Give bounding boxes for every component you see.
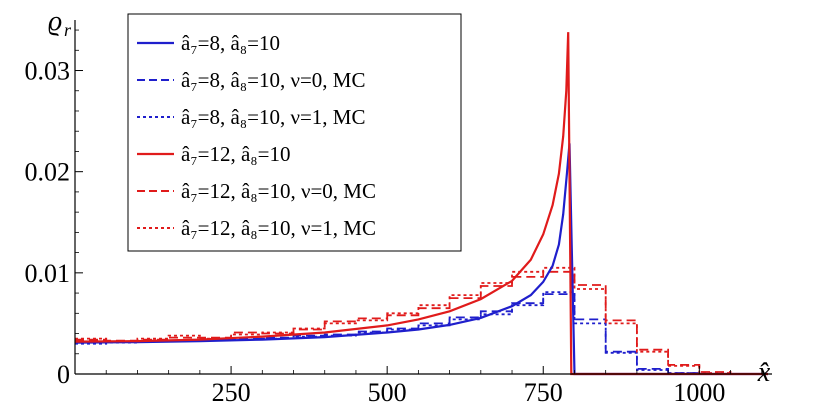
series-line-1	[74, 143, 768, 376]
y-tick-label: 0	[57, 360, 70, 389]
y-axis-label: ϱ	[48, 6, 62, 37]
legend-label-5: â₇=12, â₈=10, ν=0, MC	[181, 179, 376, 203]
x-tick-label: 500	[368, 378, 407, 407]
x-axis-label: x̂	[757, 357, 771, 388]
x-tick-label: 250	[212, 378, 251, 407]
legend: â₇=8, â₈=10 â₇=8, â₈=10, ν=0, MC â₇=8, â₈=…	[127, 13, 462, 252]
series-line-6	[75, 266, 768, 375]
axes: 250 500 750 1000 0 0.01 0.02 0.03 x̂ ϱ r	[25, 6, 772, 407]
y-tick-label: 0.02	[25, 158, 71, 187]
series-line-4	[74, 32, 768, 376]
x-tick-label: 1000	[673, 378, 725, 407]
legend-box	[127, 13, 462, 252]
legend-label-4: â₇=12, â₈=10	[181, 142, 290, 166]
legend-label-1: â₇=8, â₈=10	[181, 31, 280, 55]
legend-label-6: â₇=12, â₈=10, ν=1, MC	[181, 216, 376, 240]
x-tick-label: 750	[524, 378, 563, 407]
legend-label-3: â₇=8, â₈=10, ν=1, MC	[181, 105, 366, 129]
legend-label-2: â₇=8, â₈=10, ν=0, MC	[181, 68, 366, 92]
y-tick-label: 0.01	[25, 259, 71, 288]
y-tick-label: 0.03	[25, 57, 71, 86]
y-axis-label-subscript: r	[64, 20, 72, 40]
plot-area	[74, 32, 768, 376]
